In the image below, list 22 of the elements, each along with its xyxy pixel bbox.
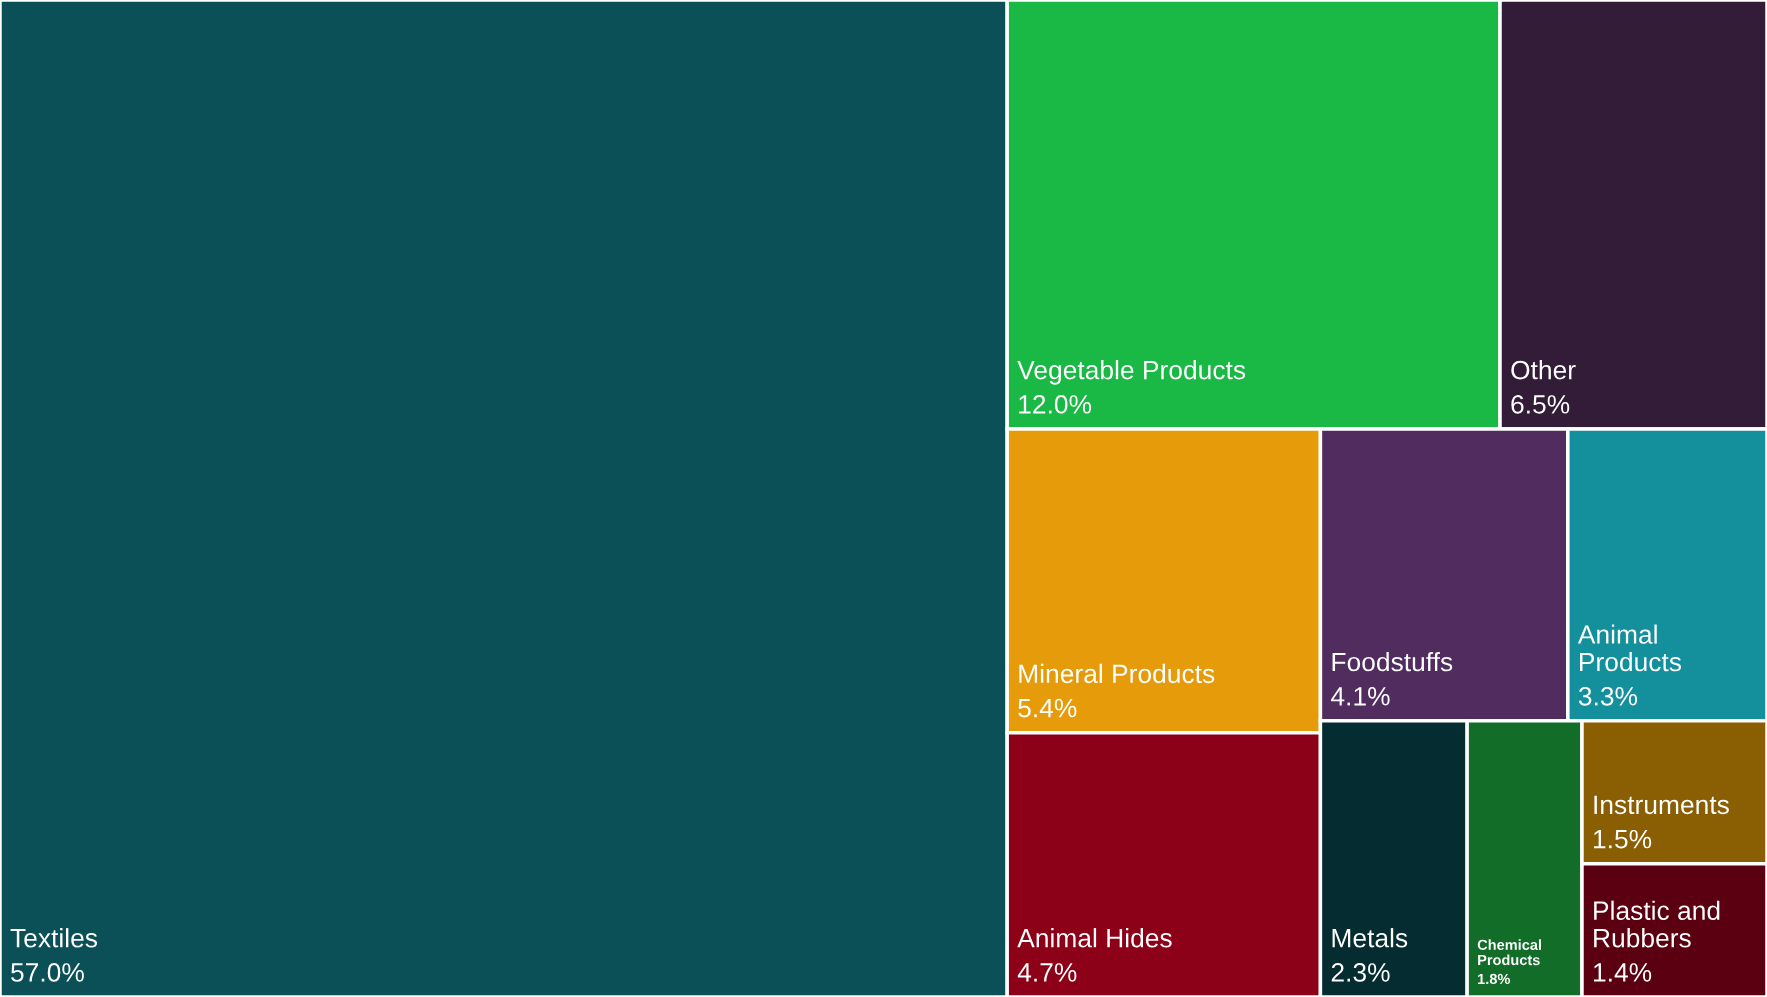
category-label: Mineral Products [1019,663,1215,684]
data-label: 5.4% [1018,698,1077,718]
data-label: 2.3% [1331,963,1390,982]
data-label: 57.0% [11,963,84,982]
data-label: 12.0% [1019,395,1092,414]
data-label: 4.7% [1017,963,1077,982]
category-label: Animal Hides [1017,928,1172,948]
data-label: 1.8% [1478,973,1511,985]
category-label: Other [1511,360,1576,380]
category-label: Animal Products [1577,624,1682,672]
category-label: Instruments [1594,795,1729,815]
category-label: Textiles [10,928,98,948]
category-label: Vegetable Products [1017,360,1246,385]
data-label: 1.4% [1594,963,1652,982]
data-label: 4.1% [1331,687,1390,706]
category-label: Metals [1332,928,1408,948]
category-label: Foodstuffs [1332,651,1453,672]
data-label: 3.3% [1578,686,1638,706]
category-label: Chemical Products [1477,939,1541,966]
data-label: 6.5% [1511,395,1570,414]
data-label: 1.5% [1594,829,1652,849]
category-label: Plastic and Rubbers [1594,900,1720,948]
